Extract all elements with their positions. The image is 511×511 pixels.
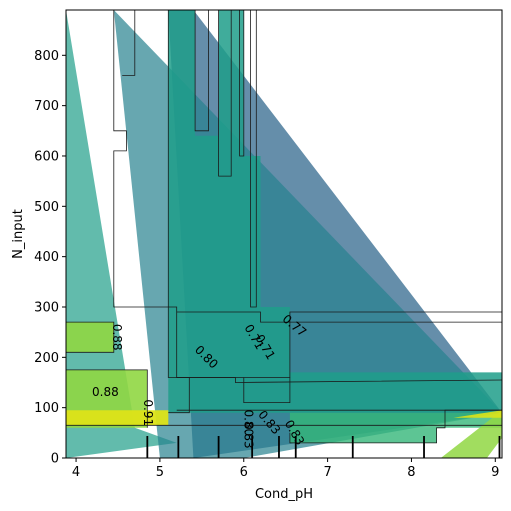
rug-marks (146, 436, 501, 458)
contour-outline-main (113, 10, 190, 414)
y-tick-label: 100 (34, 401, 59, 416)
y-axis-label: N_input (11, 209, 26, 259)
contour-label: 0.88 (110, 324, 124, 351)
y-tick-label: 700 (34, 99, 59, 114)
y-tick-label: 300 (34, 300, 59, 315)
y-axis-ticks: 0 100 200 300 400 500 600 700 800 (34, 49, 66, 467)
y-tick-label: 600 (34, 149, 59, 164)
x-axis-label: Cond_pH (255, 487, 313, 502)
x-tick-label: 4 (72, 465, 80, 480)
x-tick-label: 9 (491, 465, 499, 480)
x-tick-label: 6 (240, 465, 248, 480)
x-axis-ticks: 4 5 6 7 8 9 (72, 458, 499, 480)
contour-label: 0.88 (92, 385, 119, 399)
y-tick-label: 200 (34, 351, 59, 366)
contour-label: 0.80 (241, 409, 255, 436)
region-block-left-88 (66, 322, 114, 353)
y-tick-label: 800 (34, 49, 59, 64)
contour-right-step (289, 409, 502, 444)
y-tick-label: 0 (51, 452, 59, 467)
contour-left-box-88 (66, 321, 115, 353)
contour-vertical-1 (194, 10, 209, 132)
x-tick-label: 8 (407, 465, 415, 480)
x-tick-label: 7 (323, 465, 331, 480)
plot-frame (65, 9, 503, 459)
region-tri-right-green (440, 410, 502, 458)
x-tick-label: 5 (156, 465, 164, 480)
contour-left-box-91 (66, 369, 148, 428)
region-tri-right-yellow (453, 410, 502, 418)
contour-vertical-4 (250, 10, 257, 308)
contour-lines (66, 9, 503, 444)
y-tick-label: 400 (34, 250, 59, 265)
contour-inner-box (243, 377, 291, 404)
y-tick-label: 500 (34, 200, 59, 215)
contour-horizontal-mid (176, 377, 503, 383)
contour-label: 0.91 (141, 399, 155, 426)
region-block-yellow (66, 410, 169, 426)
contour-label: 0.83 (241, 422, 255, 449)
contour-horizontal-upper (176, 311, 502, 323)
region-band-right-low (289, 412, 502, 443)
contour-vertical-2 (218, 10, 232, 177)
contour-vertical-3 (239, 10, 245, 157)
